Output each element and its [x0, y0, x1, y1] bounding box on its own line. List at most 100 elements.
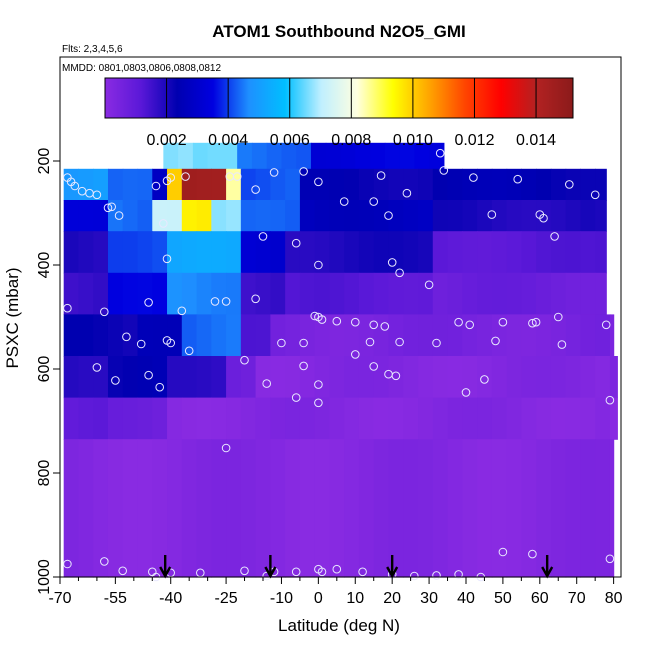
heatmap-cell: [447, 397, 463, 440]
heatmap-cell: [122, 397, 139, 440]
observation-point: [358, 567, 367, 577]
heatmap-cell: [137, 231, 153, 274]
heatmap-cell: [226, 168, 242, 201]
heatmap-cell: [491, 439, 508, 578]
observation-point: [402, 188, 412, 198]
observation-point: [365, 337, 375, 347]
heatmap-cell: [285, 200, 301, 232]
observation-point: [103, 203, 113, 213]
heatmap-cell: [358, 231, 375, 274]
observation-point: [391, 371, 401, 381]
heatmap-cell: [314, 200, 331, 232]
heatmap-cell: [521, 439, 537, 578]
heatmap-cell: [344, 200, 360, 232]
heatmap-cell: [181, 439, 198, 578]
heatmap-cell: [137, 397, 153, 440]
heatmap-cell: [358, 314, 375, 357]
observation-point: [395, 337, 404, 347]
heatmap-cell: [580, 168, 596, 201]
heatmap-cell: [536, 397, 552, 440]
observation-point: [395, 268, 404, 278]
observation-point: [291, 393, 301, 402]
heatmap-cell: [491, 356, 508, 399]
heatmap-cell: [314, 397, 331, 440]
heatmap-cell: [240, 231, 257, 274]
heatmap-cell: [580, 356, 596, 399]
observation-point: [63, 559, 72, 569]
observation-point: [332, 316, 342, 326]
observation-point: [487, 210, 497, 219]
observation-point: [269, 168, 279, 177]
heatmap-cell: [340, 142, 356, 170]
observation-point: [605, 395, 615, 405]
heatmap-cell: [595, 272, 607, 315]
heatmap-cell: [314, 314, 331, 357]
heatmap-cell: [358, 356, 375, 399]
observation-point: [314, 398, 323, 408]
heatmap-cell: [447, 314, 463, 357]
observation-point: [63, 303, 72, 313]
heatmap-cell: [580, 272, 596, 315]
dates-note: MMDD: 0801,0803,0806,0808,0812: [62, 63, 221, 74]
heatmap-cell: [521, 168, 537, 201]
heatmap-cell: [580, 231, 596, 274]
heatmap-cell: [167, 272, 183, 315]
heatmap-cell: [196, 397, 212, 440]
heatmap-cell: [122, 356, 139, 399]
flight-arrow-head: [264, 566, 277, 579]
heatmap-cell: [418, 200, 434, 232]
heatmap-cell: [296, 142, 312, 170]
heatmap-cell: [418, 272, 434, 315]
observation-point: [291, 567, 301, 577]
heatmap-cell: [550, 200, 567, 232]
heatmap-cell: [418, 397, 434, 440]
heatmap-cell: [580, 439, 596, 578]
heatmap-cell: [325, 142, 342, 170]
flight-arrow: [386, 555, 399, 579]
heatmap-cell: [255, 314, 271, 357]
heatmap-cell: [477, 200, 493, 232]
heatmap-cell: [137, 272, 153, 315]
heatmap-cell: [196, 272, 212, 315]
heatmap-cell: [329, 439, 345, 578]
heatmap-cell: [329, 200, 345, 232]
heatmap-cell: [462, 231, 478, 274]
heatmap-cell: [418, 356, 434, 399]
heatmap-cell: [595, 356, 611, 399]
heatmap-cell: [580, 200, 596, 232]
heatmap-cell: [565, 200, 581, 232]
heatmap-cell: [388, 231, 404, 274]
observation-point: [528, 318, 537, 328]
heatmap-cell: [329, 356, 345, 399]
heatmap-cell: [373, 272, 390, 315]
heatmap-cell: [270, 439, 286, 578]
heatmap-cell: [506, 314, 522, 357]
heatmap-cell: [344, 439, 360, 578]
heatmap-cell: [595, 397, 611, 440]
heatmap-cell: [329, 231, 345, 274]
heatmap-cell: [358, 397, 375, 440]
heatmap-cell: [447, 231, 463, 274]
observation-point: [351, 317, 360, 327]
heatmap-cell: [299, 168, 316, 201]
heatmap-cell: [93, 200, 109, 232]
heatmap-cell: [550, 314, 567, 357]
observation-point: [605, 554, 615, 564]
heatmap-cell: [447, 439, 463, 578]
heatmap-cell: [167, 168, 183, 201]
heatmap-cell: [344, 231, 360, 274]
observation-point: [107, 202, 116, 212]
heatmap-cell: [63, 356, 80, 399]
heatmap-cell: [491, 200, 508, 232]
observation-point: [221, 443, 231, 453]
observation-point: [513, 174, 523, 184]
observation-point: [332, 564, 342, 574]
heatmap-cell: [310, 142, 327, 170]
colorbar-tick-label: 0.006: [270, 132, 310, 149]
heatmap-cell: [137, 168, 153, 201]
heatmap-cell: [63, 397, 80, 440]
heatmap-cell: [609, 314, 615, 357]
heatmap-cell: [447, 168, 463, 201]
heatmap-cell: [78, 397, 94, 440]
heatmap-cell: [403, 200, 419, 232]
